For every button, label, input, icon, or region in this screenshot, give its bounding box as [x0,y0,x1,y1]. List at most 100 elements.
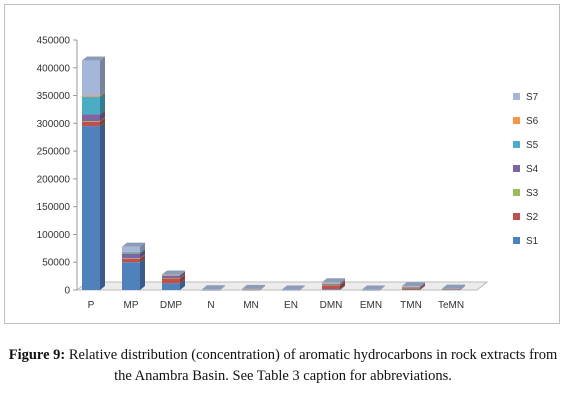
bar-segment [322,285,340,286]
bar-segment-side [380,285,385,290]
bar-segment [402,288,420,290]
bar-segment-side [420,284,425,290]
bar-segment-side [140,254,145,259]
bar-segment-side [300,285,305,290]
bar-top [162,270,185,275]
bar-segment-side [260,285,265,290]
bar-segment-side [420,282,425,287]
bar-segment [202,289,220,290]
bar-segment [122,258,140,263]
bar-segment-side [260,284,265,290]
bar-segment-side [220,285,225,290]
bar-segment [402,287,420,288]
y-tick-label: 150000 [37,202,71,213]
x-tick-label: MN [243,300,259,311]
legend-swatch [513,93,520,100]
bar-segment-side [140,247,145,253]
legend-label: S2 [526,212,539,223]
x-tick-label: TMN [400,300,422,311]
bar-segment-side [380,285,385,290]
bar-top [442,284,465,289]
bar-segment-side [260,285,265,290]
bar-segment-side [420,282,425,287]
bar-top [362,285,385,290]
bar-segment [122,251,140,253]
bar-segment [122,246,140,252]
legend-swatch [513,165,520,172]
bar-segment-side [420,283,425,289]
bar-segment-side [340,279,345,285]
legend-label: S1 [526,236,539,247]
bar-segment [242,289,260,290]
y-tick-label: 0 [64,286,70,297]
bar-segment-side [180,271,185,279]
bar-segment-side [180,274,185,279]
bar-segment-side [100,56,105,96]
bar-segment-side [180,274,185,284]
bar-segment [402,286,420,287]
legend-swatch [513,117,520,124]
legend-label: S7 [526,92,539,103]
bar-segment-side [180,271,185,276]
bar-top [242,284,265,289]
y-tick-label: 300000 [37,119,71,130]
bar-segment [322,285,340,290]
legend-label: S3 [526,188,539,199]
bar-top [82,56,105,61]
bar-segment [442,288,460,290]
bar-segment [242,288,260,290]
bar-segment [322,282,340,284]
bar-segment-side [340,280,345,285]
bar-segment-side [260,285,265,290]
y-tick-label: 200000 [37,174,71,185]
figure-caption: Figure 9: Relative distribution (concent… [0,345,566,387]
x-tick-label: P [88,300,95,311]
bar-segment-side [180,271,185,276]
bar-segment-side [460,284,465,289]
stacked-bar-chart: 0 50000 100000 150000 200000 250000 300000 3500… [37,36,539,312]
bar-segment [162,275,180,276]
bar-segment [162,278,180,279]
bar-segment-side [140,248,145,254]
bar-segment-side [460,285,465,290]
bar-segment-side [460,284,465,289]
bar-segment [322,284,340,285]
caption-text: Relative distribution (concentration) of… [65,347,558,384]
bar-segment-side [300,285,305,290]
bar-top [322,278,345,283]
bar-segment [282,289,300,291]
bar-segment-side [220,285,225,290]
legend-swatch [513,213,520,220]
legend-swatch [513,237,520,244]
x-tick-label: DMN [320,300,343,311]
bar-top [202,285,225,290]
bar-segment-side [340,285,345,290]
bar-segment-side [420,285,425,290]
y-tick-label: 450000 [37,36,71,47]
bar-segment [162,274,180,276]
y-tick-label: 250000 [37,147,71,158]
y-tick-label: 100000 [37,230,71,241]
bar-segment [82,126,100,290]
bar-segment-side [100,117,105,127]
legend-label: S6 [526,116,539,127]
legend-label: S5 [526,140,539,151]
bar-segment-side [220,285,225,290]
bar-segment-side [140,254,145,263]
x-tick-label: MP [124,300,139,311]
bar-segment-side [420,282,425,288]
caption-label: Figure 9: [8,347,66,363]
bar-segment-side [380,285,385,290]
bar-segment-side [100,122,105,290]
bar-segment-side [460,285,465,290]
bar-segment-side [380,285,385,290]
chart-frame: 0 50000 100000 150000 200000 250000 300000 3500… [4,4,560,324]
bar-top [402,282,425,287]
bar-segment [402,286,420,288]
bar-segment [82,121,100,127]
bar-segment-side [220,285,225,290]
bar-segment-side [340,278,345,284]
bar-segment-side [300,285,305,290]
bar-segment-side [100,117,105,122]
bar-segment-side [180,279,185,290]
